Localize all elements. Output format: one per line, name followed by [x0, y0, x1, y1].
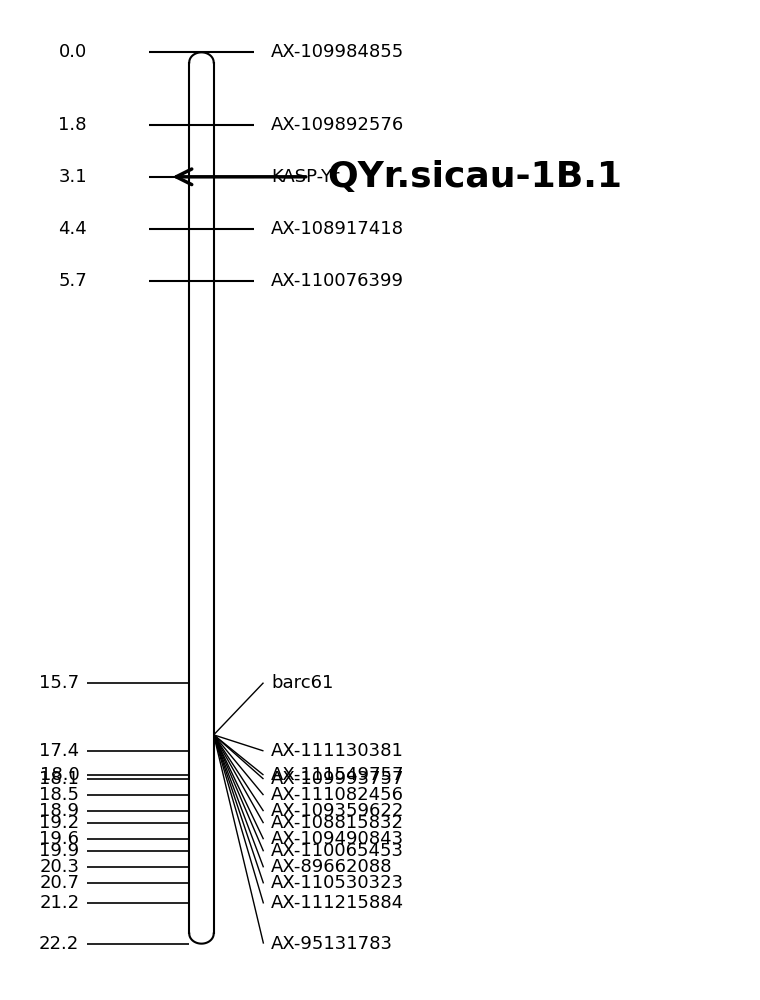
Text: AX-89662088: AX-89662088	[271, 858, 392, 876]
Text: AX-109993757: AX-109993757	[271, 770, 404, 788]
Text: AX-111549757: AX-111549757	[271, 766, 404, 784]
Text: 21.2: 21.2	[40, 894, 79, 912]
Text: QYr.sicau-1B.1: QYr.sicau-1B.1	[328, 160, 622, 194]
Text: 20.3: 20.3	[40, 858, 79, 876]
Text: 1.8: 1.8	[59, 116, 87, 134]
Text: 0.0: 0.0	[59, 43, 87, 61]
Text: AX-95131783: AX-95131783	[271, 935, 393, 953]
Text: KASP-Yr: KASP-Yr	[271, 168, 340, 186]
Text: 19.6: 19.6	[40, 830, 79, 848]
Text: 3.1: 3.1	[59, 168, 87, 186]
Text: 18.0: 18.0	[40, 766, 79, 784]
Text: 5.7: 5.7	[58, 272, 87, 290]
Text: AX-110530323: AX-110530323	[271, 874, 404, 892]
Text: 15.7: 15.7	[40, 674, 79, 692]
Text: AX-109892576: AX-109892576	[271, 116, 404, 134]
Text: 18.5: 18.5	[40, 786, 79, 804]
Text: AX-108815832: AX-108815832	[271, 814, 404, 832]
Text: AX-111082456: AX-111082456	[271, 786, 404, 804]
Text: 18.9: 18.9	[40, 802, 79, 820]
Text: AX-109984855: AX-109984855	[271, 43, 404, 61]
Text: AX-108917418: AX-108917418	[271, 220, 404, 238]
Text: 4.4: 4.4	[58, 220, 87, 238]
Text: AX-110065453: AX-110065453	[271, 842, 404, 860]
Text: 19.9: 19.9	[40, 842, 79, 860]
Text: AX-111215884: AX-111215884	[271, 894, 404, 912]
Text: 20.7: 20.7	[40, 874, 79, 892]
Text: 19.2: 19.2	[40, 814, 79, 832]
Text: 18.1: 18.1	[40, 770, 79, 788]
Text: AX-109359622: AX-109359622	[271, 802, 404, 820]
Text: 17.4: 17.4	[40, 742, 79, 760]
Text: AX-109490843: AX-109490843	[271, 830, 404, 848]
Text: 22.2: 22.2	[39, 935, 79, 953]
Text: AX-111130381: AX-111130381	[271, 742, 404, 760]
Text: AX-110076399: AX-110076399	[271, 272, 404, 290]
Text: barc61: barc61	[271, 674, 334, 692]
